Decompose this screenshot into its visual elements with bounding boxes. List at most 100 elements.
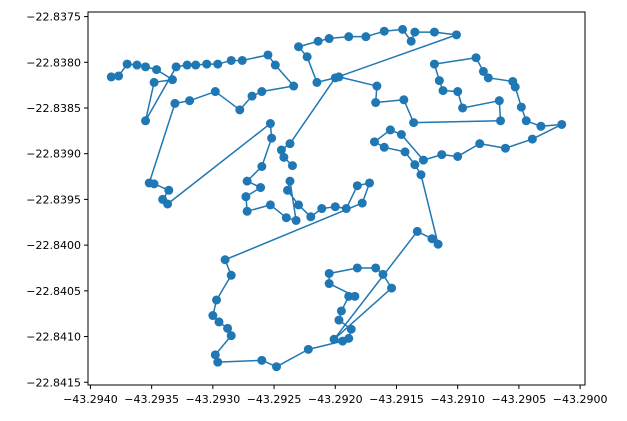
data-point [220, 255, 230, 265]
data-point [257, 87, 267, 97]
data-point [212, 295, 222, 305]
data-point [226, 331, 236, 341]
data-point [270, 60, 280, 70]
data-point [516, 102, 526, 112]
data-point [521, 116, 531, 126]
data-point [416, 170, 426, 180]
data-point [372, 81, 382, 91]
data-point [385, 125, 395, 135]
data-point [214, 317, 224, 327]
data-point [536, 121, 546, 131]
data-point [114, 71, 124, 81]
x-tick-label: −43.2935 [124, 393, 179, 406]
data-point [210, 350, 220, 360]
data-point [226, 270, 236, 280]
y-tick-label: −22.8380 [26, 56, 81, 69]
data-point [167, 75, 177, 85]
data-point [210, 87, 220, 97]
data-point [346, 324, 356, 334]
data-point [122, 59, 132, 69]
data-point [132, 60, 142, 70]
data-point [334, 315, 344, 325]
data-point [213, 357, 223, 367]
data-point [406, 36, 416, 46]
data-point [279, 152, 289, 162]
data-point [500, 143, 510, 153]
data-point [141, 116, 151, 126]
data-point [330, 202, 340, 212]
data-point [213, 59, 223, 69]
data-point [291, 215, 301, 225]
data-point [289, 81, 299, 91]
data-point [185, 96, 195, 106]
data-point [409, 118, 419, 128]
data-point [149, 77, 159, 87]
data-point [398, 24, 408, 34]
axes-frame [87, 11, 586, 386]
data-point [350, 291, 360, 301]
data-point [433, 239, 443, 249]
data-point [437, 150, 447, 160]
y-tick-label: −22.8395 [26, 193, 81, 206]
data-point [400, 147, 410, 157]
data-point [324, 268, 334, 278]
data-point [267, 133, 277, 143]
data-point [379, 142, 389, 152]
data-point [438, 86, 448, 96]
data-point [357, 198, 367, 208]
data-point [410, 27, 420, 37]
data-point [379, 26, 389, 36]
data-point [451, 30, 461, 40]
data-point [149, 179, 159, 189]
data-point [317, 204, 327, 214]
data-point [371, 98, 381, 108]
data-point [256, 183, 266, 193]
data-point [294, 42, 304, 52]
data-point [418, 155, 428, 165]
data-point [324, 279, 334, 289]
data-point [170, 98, 180, 108]
data-point [399, 95, 409, 105]
data-point [302, 52, 312, 62]
data-point [171, 62, 181, 72]
data-point [361, 32, 371, 42]
data-point [458, 103, 468, 113]
data-point [471, 53, 481, 63]
data-point [478, 66, 488, 76]
data-point [281, 213, 291, 223]
data-point [257, 355, 267, 365]
y-tick-label: −22.8385 [26, 102, 81, 115]
data-point [429, 27, 439, 37]
data-point [352, 181, 362, 191]
x-tick-label: −43.2905 [492, 393, 547, 406]
data-point [312, 77, 322, 87]
data-point [508, 76, 518, 86]
data-point [352, 263, 362, 273]
data-point [344, 333, 354, 343]
data-point [330, 73, 340, 83]
data-point [263, 50, 273, 60]
y-tick-label: −22.8410 [26, 331, 81, 344]
data-point [226, 55, 236, 65]
data-point [453, 87, 463, 97]
data-point [272, 362, 282, 372]
data-point [257, 162, 267, 172]
data-point [285, 139, 295, 149]
x-tick-label: −43.2900 [553, 393, 608, 406]
data-point [429, 59, 439, 69]
data-point [106, 72, 116, 82]
data-point [191, 60, 201, 70]
data-point [336, 306, 346, 316]
data-point [427, 234, 437, 244]
x-tick-label: −43.2925 [247, 393, 302, 406]
x-tick-label: −43.2940 [63, 393, 118, 406]
data-point [303, 344, 313, 354]
data-point [208, 311, 218, 321]
data-point [410, 160, 420, 170]
data-point [494, 96, 504, 106]
data-point [163, 199, 173, 209]
data-point [378, 269, 388, 279]
data-point [453, 151, 463, 161]
data-point [344, 32, 354, 42]
